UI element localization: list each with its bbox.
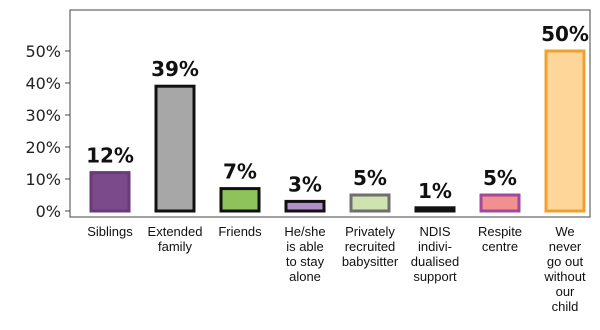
bar xyxy=(414,206,456,213)
category-label: Friends xyxy=(218,224,262,239)
data-label: 12% xyxy=(86,144,134,168)
category-label: to stay xyxy=(286,254,325,269)
bars xyxy=(89,49,586,213)
category-label: dualised xyxy=(411,254,459,269)
y-tick-label: 0% xyxy=(36,202,61,221)
category-label: never xyxy=(549,239,582,254)
category-label: go out xyxy=(547,254,584,269)
data-label: 1% xyxy=(418,179,452,203)
data-label: 3% xyxy=(288,172,322,196)
data-label: 50% xyxy=(541,22,589,46)
category-label: centre xyxy=(482,239,518,254)
data-label: 7% xyxy=(223,160,257,184)
y-tick-label: 30% xyxy=(25,106,61,125)
category-label: alone xyxy=(289,269,321,284)
category-label: Siblings xyxy=(87,224,133,239)
bar xyxy=(219,187,261,213)
data-label: 5% xyxy=(483,166,517,190)
category-label: Respite xyxy=(478,224,522,239)
data-label: 39% xyxy=(151,57,199,81)
y-tick-label: 20% xyxy=(25,138,61,157)
category-label: is able xyxy=(286,239,324,254)
category-label: child xyxy=(552,299,579,314)
y-tick-label: 40% xyxy=(25,74,61,93)
data-labels: 12% 39% 7% 3% 5% 1% 5% 50% xyxy=(86,22,589,203)
bar xyxy=(154,84,196,213)
bar xyxy=(89,171,131,213)
category-label: Privately xyxy=(345,224,395,239)
data-label: 5% xyxy=(353,166,387,190)
category-label: recruited xyxy=(345,239,396,254)
y-tick-label: 50% xyxy=(25,42,61,61)
category-label: Extended xyxy=(148,224,203,239)
category-label: He/she xyxy=(284,224,325,239)
bar xyxy=(479,193,521,213)
y-tick-label: 10% xyxy=(25,170,61,189)
category-label: babysitter xyxy=(342,254,399,269)
category-label: support xyxy=(413,269,457,284)
bar xyxy=(284,199,326,213)
category-label: family xyxy=(158,239,192,254)
category-label: We xyxy=(555,224,574,239)
category-label: our xyxy=(556,284,575,299)
y-axis-ticks: 0% 10% 20% 30% 40% 50% xyxy=(25,42,70,221)
bar xyxy=(544,49,586,213)
category-label: without xyxy=(543,269,586,284)
bar xyxy=(349,193,391,213)
category-label: NDIS xyxy=(419,224,450,239)
category-label: indivi- xyxy=(418,239,452,254)
